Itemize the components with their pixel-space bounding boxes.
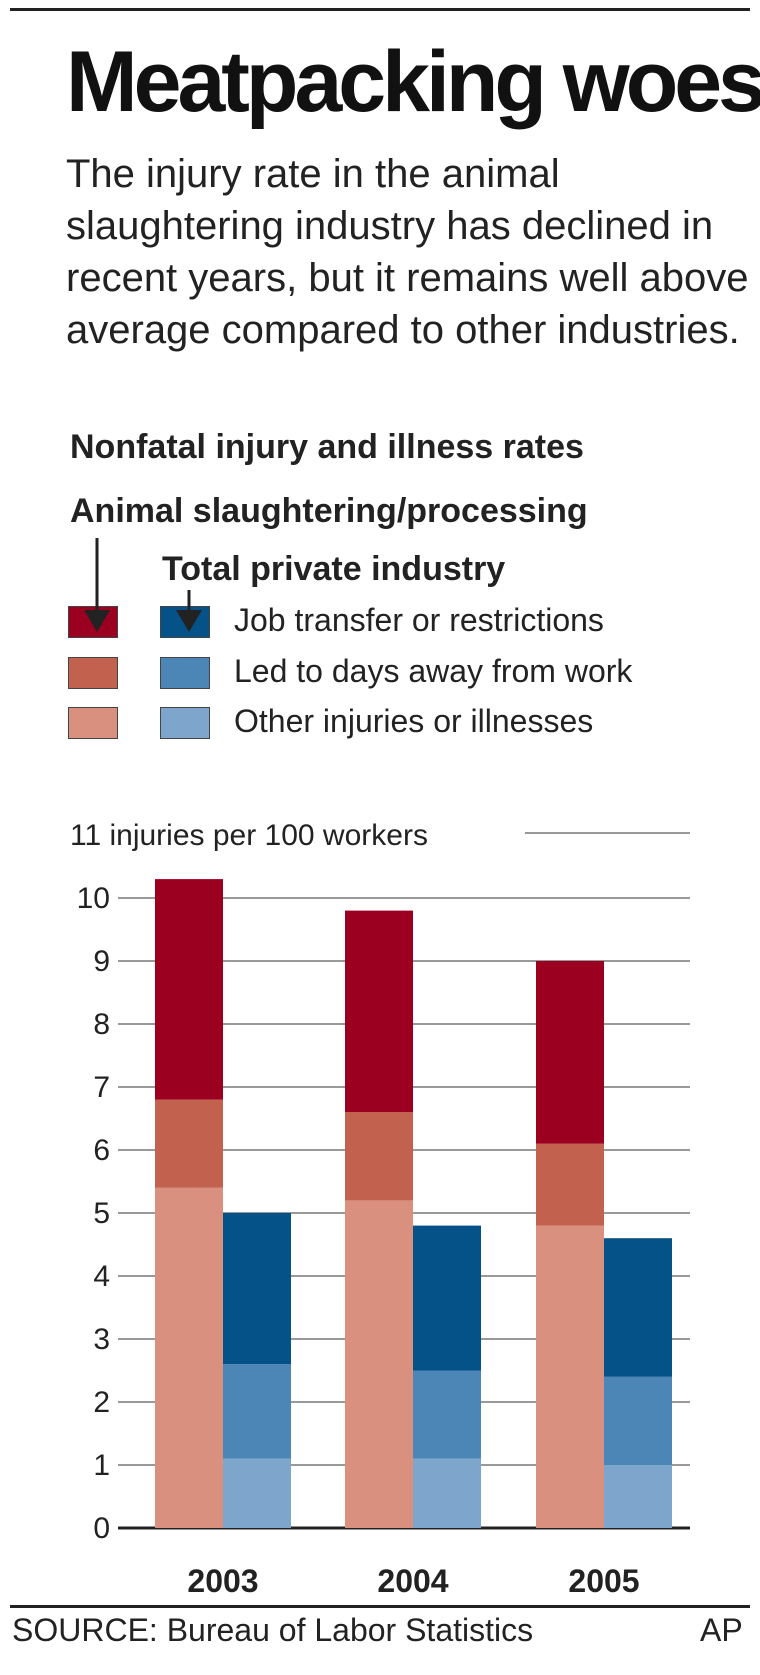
bar-total-job-2003 [223, 1213, 291, 1365]
chart-subtitle: The injury rate in the animal slaughteri… [66, 152, 749, 352]
y-tick-label: 1 [93, 1449, 110, 1482]
y-tick-label: 9 [93, 945, 110, 978]
legend-label-other: Other injuries or illnesses [234, 703, 594, 739]
y-tick-label: 3 [93, 1323, 110, 1356]
chart-svg: 11 injuries per 100 workers 0 1 2 3 4 5 6 7 8 9 10… [70, 538, 690, 1599]
y-tick-label: 5 [93, 1197, 110, 1230]
y-tick-label: 4 [93, 1260, 110, 1293]
bar-meat-job-2003 [155, 879, 223, 1100]
y-tick-label: 10 [77, 882, 110, 915]
y-tick-label: 2 [93, 1386, 110, 1419]
y-tick-label: 7 [93, 1071, 110, 1104]
bar-total-job-2005 [604, 1238, 672, 1377]
bottom-rule [10, 1605, 750, 1608]
bar-meat-led-2003 [155, 1099, 223, 1188]
bar-total-other-2004 [413, 1458, 481, 1528]
legend-swatch-total-other [160, 707, 210, 739]
group-label-meat: Animal slaughtering/processing [70, 492, 588, 530]
chart-title: Meatpacking woes [66, 34, 760, 130]
legend-swatch-meat-days [68, 657, 118, 689]
arrow-total [176, 590, 202, 632]
legend-swatch-meat-other [68, 707, 118, 739]
bar-meat-job-2005 [536, 961, 604, 1144]
bar-total-other-2005 [604, 1465, 672, 1528]
legend-swatch-total-days [160, 657, 210, 689]
y-tick-label: 6 [93, 1134, 110, 1167]
x-category-label: 2004 [377, 1563, 448, 1599]
bar-total-led-2004 [413, 1370, 481, 1459]
arrow-meat [84, 538, 110, 632]
bar-meat-other-2003 [155, 1187, 223, 1528]
legend-label-job: Job transfer or restrictions [234, 602, 604, 638]
y-axis-unit-label: 11 injuries per 100 workers [70, 819, 428, 852]
bar-total-other-2003 [223, 1458, 291, 1528]
bar-meat-other-2005 [536, 1225, 604, 1528]
bar-total-job-2004 [413, 1225, 481, 1371]
x-category-label: 2003 [187, 1563, 258, 1599]
group-label-total: Total private industry [162, 550, 506, 588]
bar-meat-led-2005 [536, 1143, 604, 1226]
y-tick-label: 0 [93, 1512, 110, 1545]
x-category-label: 2005 [568, 1563, 639, 1599]
credit-note: AP [700, 1612, 743, 1648]
bar-meat-job-2004 [345, 910, 413, 1113]
bar-meat-led-2004 [345, 1112, 413, 1201]
bar-meat-other-2004 [345, 1200, 413, 1528]
legend-label-days: Led to days away from work [234, 653, 633, 689]
source-note: SOURCE: Bureau of Labor Statistics [12, 1612, 534, 1648]
rates-title: Nonfatal injury and illness rates [70, 428, 584, 466]
bar-total-led-2003 [223, 1364, 291, 1459]
y-tick-label: 8 [93, 1008, 110, 1041]
bar-total-led-2005 [604, 1376, 672, 1465]
top-rule [10, 8, 750, 11]
